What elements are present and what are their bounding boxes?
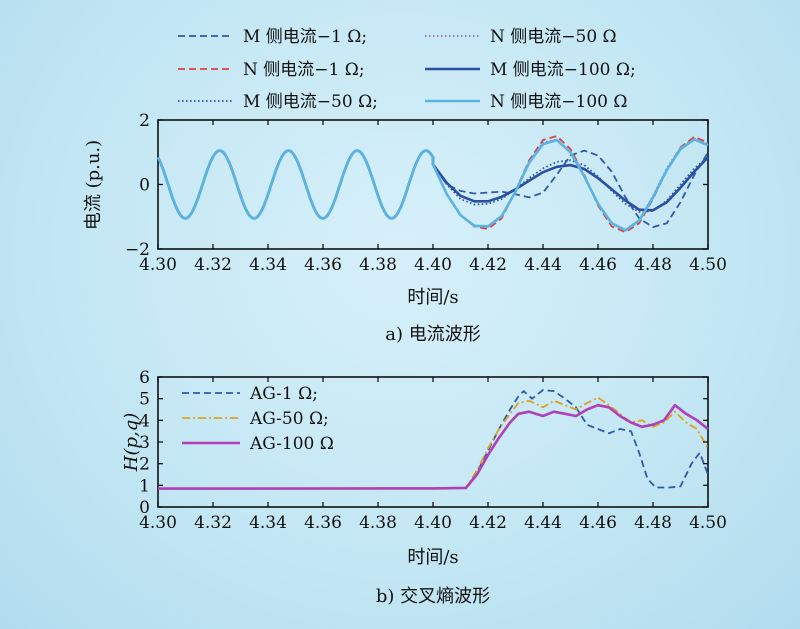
legend-label-3: M 侧电流−50 Ω; xyxy=(243,92,378,112)
x-tick-label: 4.34 xyxy=(249,255,287,275)
x-tick-label: 4.44 xyxy=(524,513,562,533)
y-tick-label: 3 xyxy=(139,433,150,453)
y-tick-label: 2 xyxy=(139,111,150,131)
current-y-label: 电流 (p.u.) xyxy=(83,140,104,230)
x-tick-label: 4.32 xyxy=(194,513,232,533)
y-tick-label: 2 xyxy=(139,455,150,475)
series-line-4 xyxy=(157,137,709,231)
series-line-1 xyxy=(157,389,709,490)
x-tick-label: 4.42 xyxy=(469,255,507,275)
entropy-x-label: 时间/s xyxy=(407,547,458,568)
entropy-chart: 4.30 4.32 4.34 4.36 4.38 4.40 4.42 4.44 4.46 4.48… xyxy=(121,368,727,607)
current-caption: a) 电流波形 xyxy=(385,324,480,345)
x-tick-label: 4.38 xyxy=(359,255,397,275)
legend-label-5: M 侧电流−100 Ω; xyxy=(490,60,636,80)
entropy-y-label: H(p,q) xyxy=(121,413,142,473)
legend-label-2: N 侧电流−1 Ω; xyxy=(243,60,365,80)
entropy-axis-ticks: 4.30 4.32 4.34 4.36 4.38 4.40 4.42 4.44 4.46 4.48… xyxy=(139,368,727,533)
legend-label-4: N 侧电流−50 Ω xyxy=(490,27,617,47)
y-tick-label: 1 xyxy=(139,476,150,496)
x-tick-label: 4.30 xyxy=(139,255,177,275)
y-tick-label: 6 xyxy=(139,368,150,388)
x-tick-label: 4.42 xyxy=(469,513,507,533)
current-chart: 4.30 4.32 4.34 4.36 4.38 4.40 4.42 4.44 4.46 4.48… xyxy=(83,27,727,345)
y-tick-label: 0 xyxy=(139,498,150,518)
x-tick-label: 4.34 xyxy=(249,513,287,533)
x-tick-label: 4.32 xyxy=(194,255,232,275)
series-line-3 xyxy=(157,403,709,490)
current-series-group xyxy=(156,135,709,234)
x-tick-label: 4.40 xyxy=(414,513,452,533)
current-axis-ticks: 4.30 4.32 4.34 4.36 4.38 4.40 4.42 4.44 4.46 4.48… xyxy=(125,111,727,275)
entropy-legend: AG-1 Ω; AG-50 Ω; AG-100 Ω xyxy=(182,384,334,454)
series-line-2 xyxy=(157,396,709,490)
legend-label-2: AG-50 Ω; xyxy=(249,409,329,429)
series-line-6 xyxy=(156,138,709,232)
current-x-label: 时间/s xyxy=(407,287,458,308)
x-tick-label: 4.36 xyxy=(304,255,342,275)
x-tick-label: 4.46 xyxy=(579,255,617,275)
entropy-caption: b) 交叉熵波形 xyxy=(376,586,490,607)
entropy-series-group xyxy=(157,389,709,490)
x-tick-label: 4.30 xyxy=(139,513,177,533)
legend-label-1: M 侧电流−1 Ω; xyxy=(243,27,367,47)
series-line-2 xyxy=(157,135,709,234)
y-tick-label: 4 xyxy=(139,411,150,431)
x-tick-label: 4.48 xyxy=(634,255,672,275)
current-legend: M 侧电流−1 Ω; N 侧电流−1 Ω; N 侧电流−50 Ω M 侧电流−50 Ω… xyxy=(178,27,636,112)
legend-label-6: N 侧电流−100 Ω xyxy=(490,92,627,112)
x-tick-label: 4.50 xyxy=(689,255,727,275)
x-tick-label: 4.50 xyxy=(689,513,727,533)
legend-label-3: AG-100 Ω xyxy=(249,434,334,454)
x-tick-label: 4.46 xyxy=(579,513,617,533)
legend-label-1: AG-1 Ω; xyxy=(249,384,318,404)
x-tick-label: 4.36 xyxy=(304,513,342,533)
x-tick-label: 4.40 xyxy=(414,255,452,275)
x-tick-label: 4.48 xyxy=(634,513,672,533)
y-tick-label: −2 xyxy=(125,240,150,260)
y-tick-label: 0 xyxy=(139,176,150,196)
y-tick-label: 5 xyxy=(139,390,150,410)
x-tick-label: 4.38 xyxy=(359,513,397,533)
x-tick-label: 4.44 xyxy=(524,255,562,275)
